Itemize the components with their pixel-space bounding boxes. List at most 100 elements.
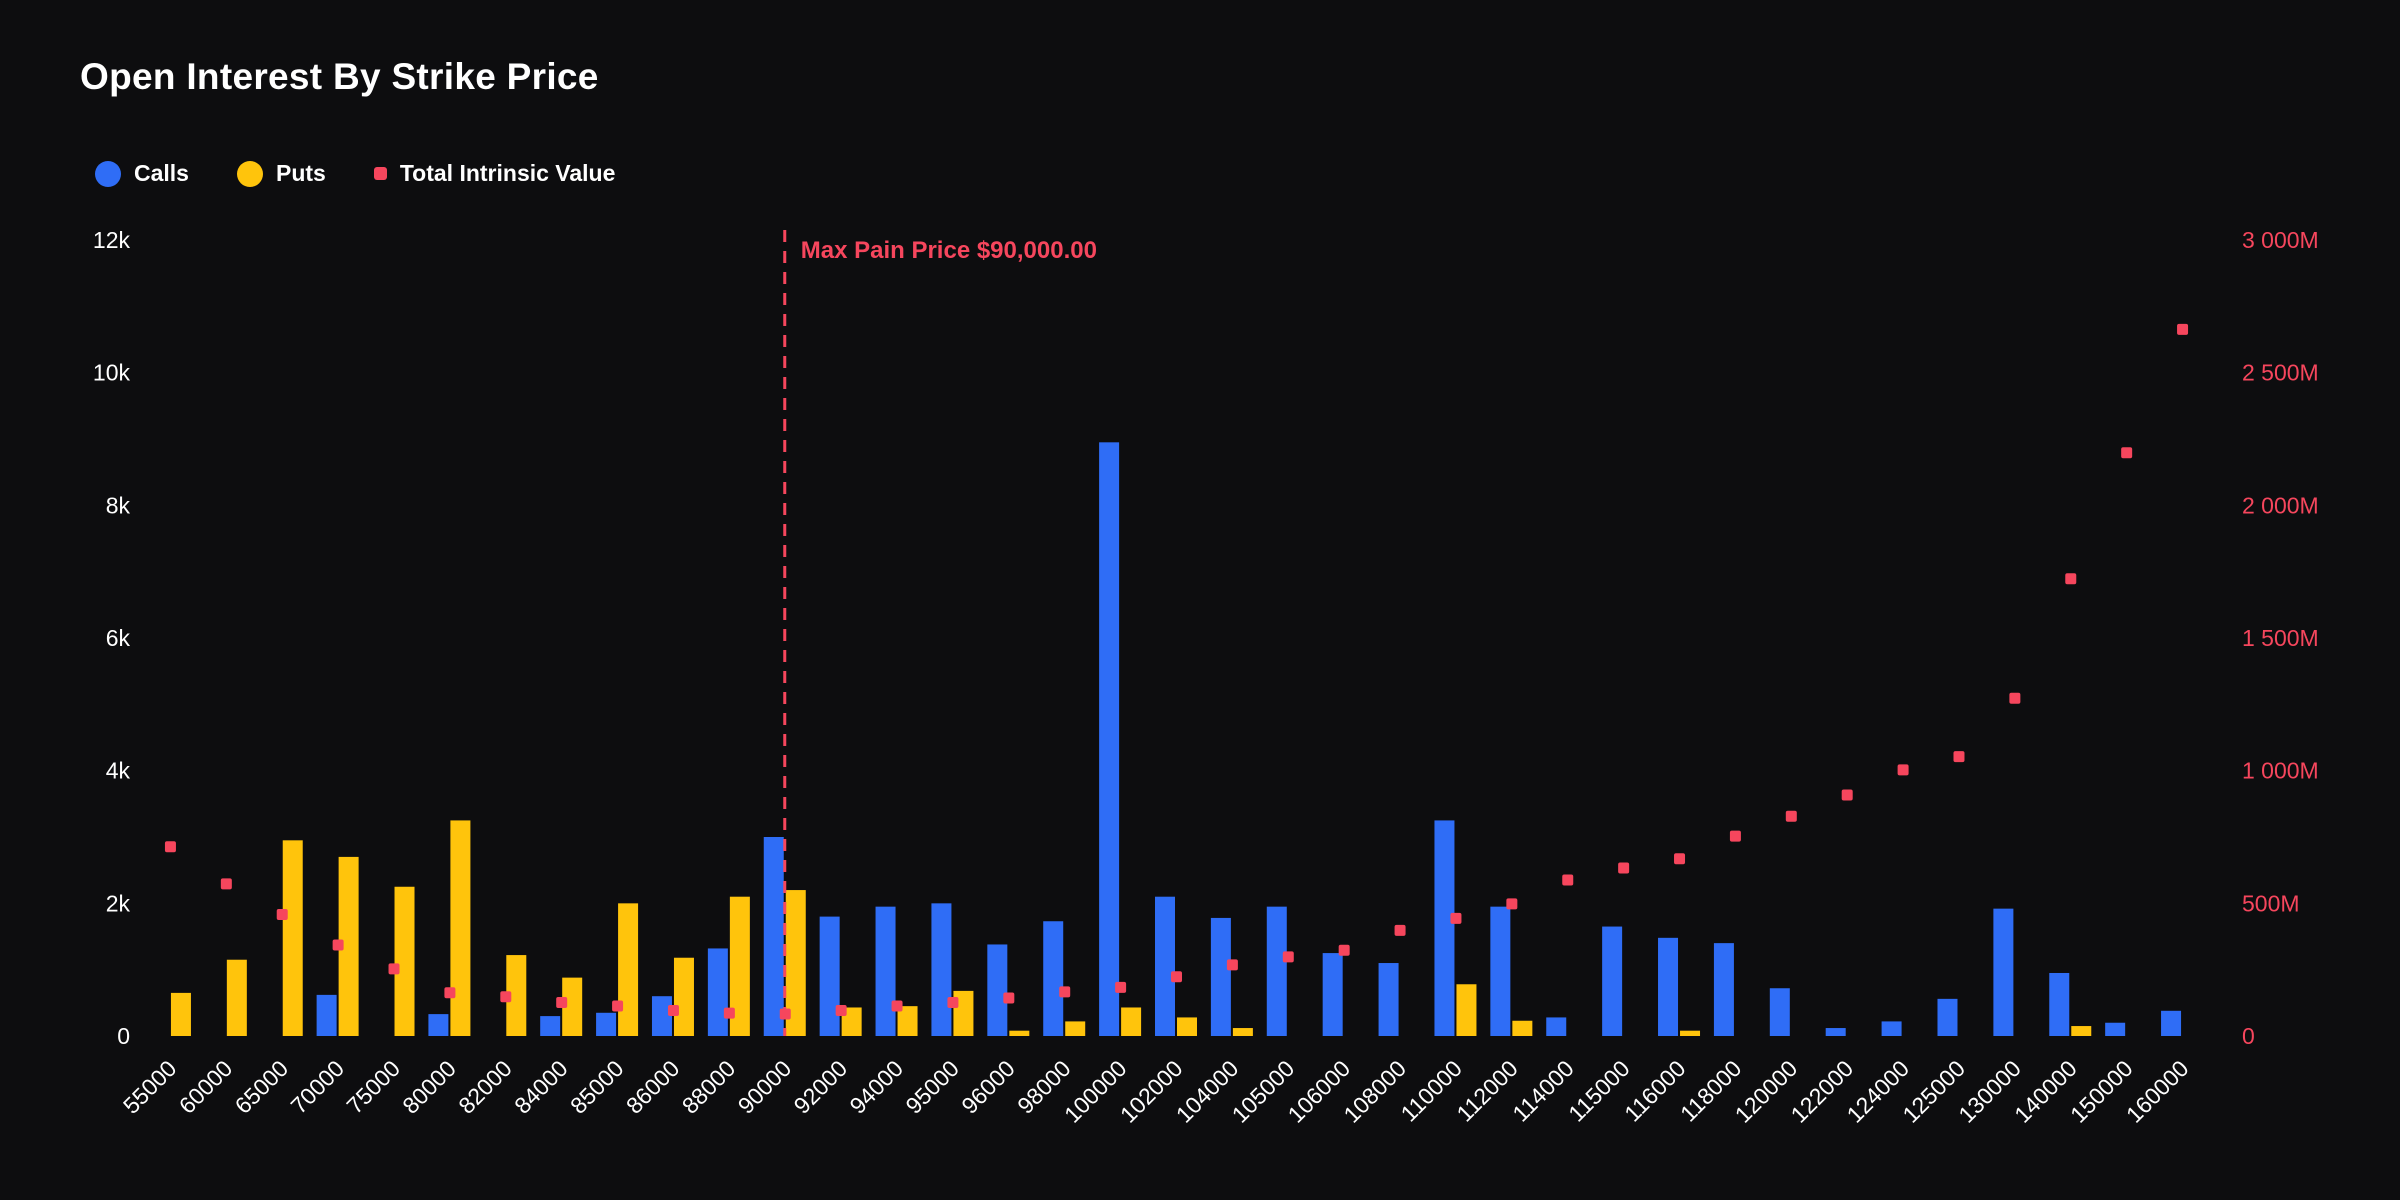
- legend-item-total-intrinsic-value[interactable]: Total Intrinsic Value: [373, 160, 616, 187]
- x-axis-tick-label: 106000: [1283, 1055, 1356, 1128]
- x-axis-tick-label: 114000: [1507, 1055, 1578, 1126]
- max-pain-label: Max Pain Price $90,000.00: [801, 237, 1097, 264]
- puts-bar: [841, 1007, 862, 1036]
- intrinsic-value-dot: [2065, 573, 2077, 585]
- intrinsic-value-dot: [2177, 323, 2189, 335]
- x-axis-tick-label: 120000: [1730, 1055, 1803, 1128]
- calls-bar: [1322, 953, 1343, 1036]
- puts-bar: [897, 1006, 918, 1036]
- x-axis-tick-label: 122000: [1786, 1055, 1859, 1128]
- intrinsic-value-dot: [1953, 751, 1965, 763]
- intrinsic-value-dot: [1506, 898, 1518, 910]
- intrinsic-value-dot: [556, 997, 568, 1009]
- intrinsic-value-dot: [723, 1007, 735, 1019]
- legend-square-marker: [373, 167, 387, 180]
- x-axis-tick-label: 80000: [397, 1055, 461, 1119]
- right-axis-tick-label: 500M: [2242, 890, 2300, 916]
- intrinsic-value-dot: [388, 963, 400, 975]
- calls-bar: [819, 916, 840, 1036]
- x-axis-tick-label: 102000: [1115, 1055, 1188, 1128]
- legend-circle-marker: [95, 160, 121, 187]
- x-axis-tick-label: 108000: [1338, 1055, 1411, 1128]
- calls-bar: [1155, 896, 1175, 1036]
- calls-bar: [1825, 1028, 1846, 1036]
- intrinsic-value-dot: [612, 1000, 624, 1012]
- calls-bar: [931, 903, 952, 1036]
- calls-bar: [1713, 943, 1734, 1036]
- intrinsic-value-dot: [276, 908, 288, 920]
- intrinsic-value-dot: [1618, 862, 1630, 874]
- intrinsic-value-dot: [2009, 692, 2021, 704]
- left-axis-tick-label: 2k: [106, 890, 131, 916]
- puts-bar: [1177, 1017, 1197, 1036]
- puts-bar: [562, 977, 583, 1036]
- calls-bar: [2105, 1022, 2126, 1036]
- calls-bar: [1210, 917, 1231, 1036]
- intrinsic-value-dot: [667, 1004, 679, 1016]
- puts-bar: [450, 820, 471, 1036]
- puts-bar: [1121, 1007, 1142, 1036]
- calls-bar: [1043, 921, 1064, 1036]
- x-axis-tick-label: 96000: [956, 1055, 1020, 1119]
- calls-bar: [707, 948, 728, 1036]
- x-axis-tick-label: 84000: [509, 1055, 573, 1119]
- legend-item-puts[interactable]: Puts: [236, 160, 326, 187]
- calls-bar: [1937, 998, 1958, 1036]
- puts-bar: [1009, 1030, 1030, 1036]
- puts-bar: [1512, 1020, 1533, 1036]
- x-axis-tick-label: 115000: [1563, 1055, 1634, 1126]
- left-axis-tick-label: 6k: [106, 625, 131, 651]
- x-axis-tick-label: 60000: [174, 1055, 238, 1119]
- puts-bar: [338, 856, 359, 1036]
- x-axis-tick-label: 100000: [1059, 1055, 1132, 1128]
- x-axis-tick-label: 85000: [565, 1055, 629, 1119]
- left-axis-tick-label: 4k: [106, 758, 131, 784]
- legend-item-label: Total Intrinsic Value: [399, 160, 616, 186]
- intrinsic-value-dot: [1729, 830, 1741, 842]
- x-axis-tick-label: 124000: [1841, 1055, 1914, 1128]
- calls-bar: [1993, 908, 2014, 1036]
- right-axis-tick-label: 0: [2242, 1023, 2255, 1049]
- calls-bar: [1490, 906, 1511, 1036]
- chart-title: Open Interest By Strike Price: [80, 56, 599, 97]
- calls-bar: [875, 906, 896, 1036]
- intrinsic-value-dot: [1897, 764, 1909, 776]
- x-axis-tick-label: 94000: [844, 1055, 908, 1119]
- calls-bar: [316, 994, 337, 1036]
- intrinsic-value-dot: [220, 878, 232, 890]
- left-axis-tick-label: 8k: [106, 492, 131, 518]
- intrinsic-value-dot: [891, 1000, 903, 1012]
- puts-bar: [1232, 1028, 1253, 1036]
- x-axis-tick-label: 92000: [789, 1055, 853, 1119]
- intrinsic-value-dot: [1059, 986, 1071, 998]
- intrinsic-value-dot: [1115, 981, 1127, 993]
- calls-bar: [1602, 926, 1623, 1036]
- calls-bar: [1769, 988, 1790, 1036]
- legend-item-calls[interactable]: Calls: [95, 160, 189, 187]
- intrinsic-value-dot: [947, 997, 959, 1009]
- intrinsic-value-dot: [332, 939, 344, 951]
- calls-bar: [540, 1016, 561, 1036]
- puts-bar: [170, 992, 191, 1036]
- x-axis-tick-label: 125000: [1897, 1055, 1970, 1128]
- intrinsic-value-dot: [1450, 912, 1462, 924]
- calls-bar: [1266, 906, 1287, 1036]
- right-axis-tick-label: 1 000M: [2242, 758, 2319, 784]
- chart-legend: Calls Puts Total Intrinsic Value: [95, 160, 615, 187]
- left-axis-tick-label: 12k: [93, 227, 131, 253]
- puts-bar: [1680, 1030, 1701, 1036]
- puts-bar: [394, 886, 415, 1036]
- puts-bar: [506, 955, 527, 1036]
- x-axis-tick-label: 116000: [1619, 1055, 1690, 1126]
- x-axis-tick-label: 160000: [2121, 1055, 2194, 1128]
- x-axis-tick-label: 95000: [900, 1055, 964, 1119]
- intrinsic-value-dot: [835, 1004, 847, 1016]
- legend-item-label: Puts: [275, 160, 326, 186]
- left-axis-tick-label: 10k: [93, 360, 131, 386]
- x-axis-tick-label: 65000: [230, 1055, 294, 1119]
- right-axis-tick-label: 1 500M: [2242, 625, 2319, 651]
- puts-bar: [618, 903, 639, 1036]
- calls-bar: [2161, 1010, 2182, 1036]
